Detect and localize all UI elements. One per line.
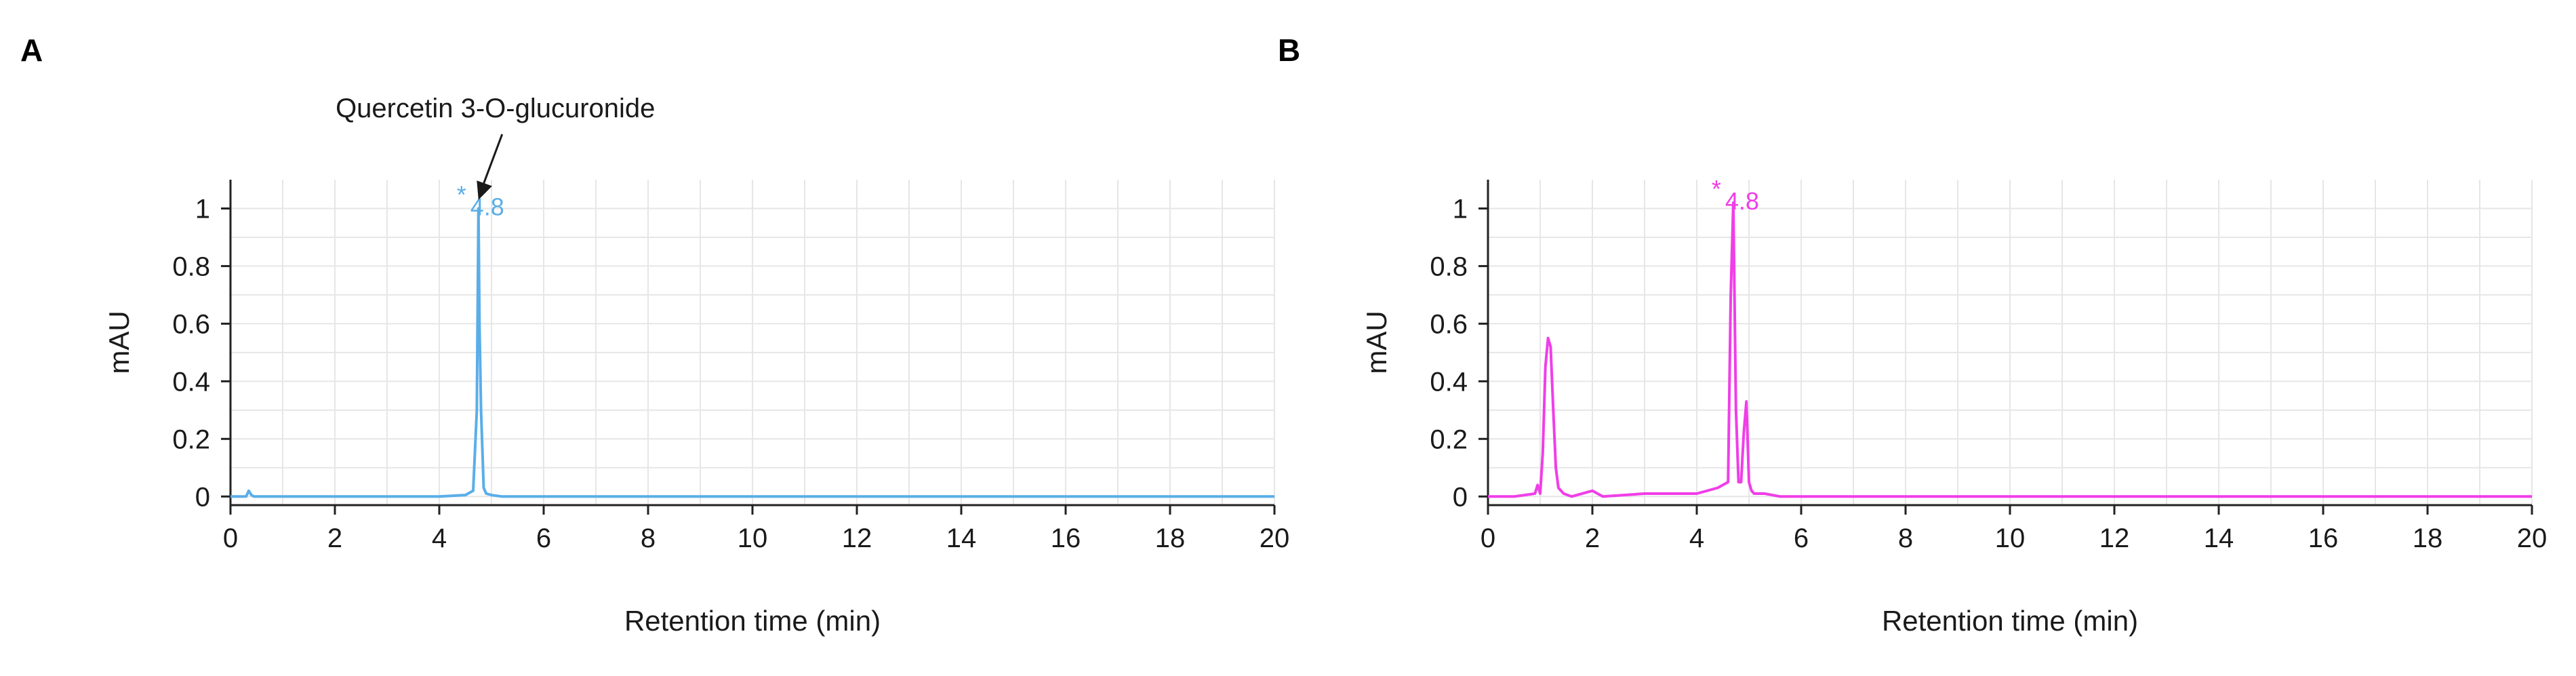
peak-label-b: 4.8 <box>1725 187 1759 215</box>
x-tick-label-b: 12 <box>2099 523 2130 553</box>
y-tick-label-b: 0.6 <box>1430 309 1468 339</box>
x-tick-label-a: 6 <box>536 523 551 553</box>
x-tick-label-b: 6 <box>1794 523 1809 553</box>
compound-annotation: Quercetin 3-O-glucuronide <box>336 94 655 123</box>
x-tick-label-b: 2 <box>1585 523 1600 553</box>
x-tick-label-a: 10 <box>738 523 768 553</box>
y-tick-label-a: 0.2 <box>172 424 210 454</box>
y-axis-title-b: mAU <box>1361 311 1392 374</box>
series-line-b <box>1488 201 2532 498</box>
y-tick-label-b: 0.8 <box>1430 252 1468 281</box>
panel-label-b: B <box>1278 33 1300 68</box>
x-tick-label-b: 8 <box>1898 523 1913 553</box>
x-tick-label-b: 14 <box>2204 523 2234 553</box>
x-tick-label-b: 4 <box>1689 523 1704 553</box>
x-tick-label-a: 4 <box>432 523 447 553</box>
y-tick-label-a: 1 <box>195 194 210 224</box>
x-axis-title-b: Retention time (min) <box>1882 605 2138 637</box>
x-tick-label-a: 16 <box>1051 523 1081 553</box>
y-tick-label-a: 0.8 <box>172 252 210 281</box>
x-tick-label-a: 20 <box>1260 523 1290 553</box>
y-tick-label-b: 1 <box>1453 194 1468 224</box>
x-tick-label-b: 20 <box>2517 523 2548 553</box>
x-tick-label-b: 0 <box>1481 523 1495 553</box>
annotation-arrow-head <box>477 180 492 200</box>
series-line-a <box>230 207 1274 498</box>
x-tick-label-a: 14 <box>946 523 977 553</box>
x-tick-label-b: 18 <box>2413 523 2443 553</box>
chromatogram-panel-a: A 0 2 4 6 8 10 12 14 16 18 20 0 0.2 0.4 0.6 0.8 1 Retentio… <box>20 33 1289 637</box>
y-axis-title-a: mAU <box>103 311 135 374</box>
x-tick-label-a: 2 <box>327 523 342 553</box>
chromatogram-panel-b: B 0 2 4 6 8 10 12 14 16 18 20 0 0.2 0.4 0.6 0.8 1 Retentio… <box>1278 33 2547 637</box>
x-tick-label-b: 16 <box>2308 523 2339 553</box>
x-tick-label-a: 8 <box>641 523 656 553</box>
x-axis-title-a: Retention time (min) <box>624 605 881 637</box>
peak-marker-b: * <box>1712 175 1721 203</box>
y-tick-label-b: 0 <box>1453 482 1468 512</box>
y-tick-label-b: 0.2 <box>1430 424 1468 454</box>
y-tick-label-a: 0.6 <box>172 309 210 339</box>
x-tick-label-a: 12 <box>842 523 872 553</box>
y-tick-label-a: 0 <box>195 482 210 512</box>
x-tick-label-a: 0 <box>223 523 238 553</box>
y-tick-label-b: 0.4 <box>1430 367 1468 397</box>
peak-marker-a: * <box>457 180 466 208</box>
peak-label-a: 4.8 <box>470 193 504 220</box>
x-tick-label-b: 10 <box>1995 523 2026 553</box>
annotation-arrow-line <box>480 134 504 191</box>
y-tick-label-a: 0.4 <box>172 367 210 397</box>
panel-label-a: A <box>20 33 43 68</box>
x-tick-label-a: 18 <box>1155 523 1186 553</box>
